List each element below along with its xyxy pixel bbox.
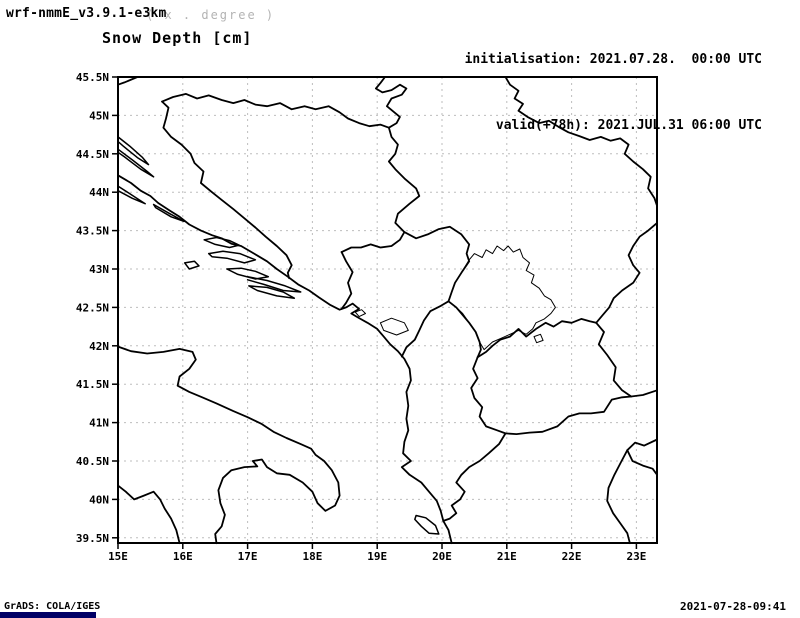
map-feature-greece-aegean-coast-a [626, 438, 658, 476]
map-feature-sava-north-border [161, 93, 390, 129]
map-feature-greece-aegean-coast-b [606, 449, 631, 545]
field-title: Snow Depth [cm] [102, 29, 253, 47]
map-feature-mljet-island [248, 285, 296, 299]
map-feature-macedonia-bulgaria-greece-border [595, 321, 658, 398]
map-feature-serbia-romania-border [504, 76, 658, 207]
map-feature-kornati-island [152, 203, 185, 223]
map-feature-vis-island [183, 260, 200, 270]
y-axis-tick-label: 40.5N [76, 455, 109, 468]
x-axis-tick-label: 17E [238, 550, 258, 563]
map-feature-italy-adriatic-coast [117, 345, 341, 545]
map-feature-albania-greece-border [442, 432, 507, 522]
map-feature-korcula-island [226, 267, 270, 280]
map-feature-corner-coast-nw [117, 76, 139, 86]
map-feature-pag-island-b [117, 148, 155, 178]
map-feature-kosovo-se-loop [533, 333, 544, 344]
map-feature-lake-skadar [379, 317, 409, 336]
grads-credit: GrADS: COLA/IGES [4, 601, 101, 612]
units-note: ( x . degree ) [146, 8, 276, 22]
map-feature-corfu-island [414, 514, 440, 535]
map-feature-montenegro-serbia-border [403, 225, 471, 303]
creation-timestamp: 2021-07-28-09:41 [680, 600, 786, 613]
x-axis-tick-label: 16E [173, 550, 193, 563]
map-feature-peljesac-sliver [246, 275, 302, 293]
map-feature-albania-macedonia-border [470, 356, 507, 435]
map-feature-italy-tyrrhenian-coast [117, 484, 181, 545]
x-axis-tick-label: 18E [302, 550, 322, 563]
valid-time-line: valid(+78h): 2021.JUL.31 06:00 UTC [495, 118, 762, 133]
map-feature-macedonia-greece-border [504, 395, 633, 436]
model-title: wrf-nmmE_v3.9.1-e3km [6, 6, 167, 21]
map-feature-brac-island [203, 236, 240, 249]
y-axis-tick-label: 42.5N [76, 301, 109, 314]
x-axis-tick-label: 15E [108, 550, 128, 563]
y-axis-tick-label: 44.5N [76, 148, 109, 161]
map-feature-macedonia-north-border [476, 317, 598, 359]
map-frame [117, 76, 658, 544]
x-axis-tick-label: 23E [626, 550, 646, 563]
init-time-line: initialisation: 2021.07.28. 00:00 UTC [464, 52, 762, 67]
map-feature-serbia-bulgaria-border [595, 221, 658, 324]
y-axis-tick-label: 40N [89, 493, 109, 506]
x-axis-tick-label: 22E [562, 550, 582, 563]
map-feature-montenegro-albania-border [400, 300, 482, 359]
y-axis-tick-label: 39.5N [76, 532, 109, 545]
y-axis-tick-label: 41N [89, 417, 109, 430]
y-axis-tick-label: 45N [89, 109, 109, 122]
x-axis-tick-label: 20E [432, 550, 452, 563]
map-feature-pag-island-a [117, 136, 150, 166]
y-axis-tick-label: 45.5N [76, 71, 109, 84]
map-feature-zadar-island [117, 185, 146, 205]
bottom-color-bar [0, 612, 96, 618]
y-axis-tick-label: 42N [89, 340, 109, 353]
map-feature-danube-drina-border [340, 76, 421, 254]
map-feature-montenegro-bosnia-border [340, 251, 354, 310]
x-axis-tick-label: 19E [367, 550, 387, 563]
map-feature-bosnia-west-border [161, 100, 293, 280]
x-axis-tick-label: 21E [497, 550, 517, 563]
map-feature-hvar-island [207, 250, 257, 264]
map-feature-croatia-albania-coast [117, 174, 453, 545]
map-feature-kotor-bay [354, 309, 366, 318]
y-axis-tick-label: 41.5N [76, 378, 109, 391]
y-axis-tick-label: 43N [89, 263, 109, 276]
y-axis-tick-label: 43.5N [76, 225, 109, 238]
y-axis-tick-label: 44N [89, 186, 109, 199]
time-block: initialisation: 2021.07.28. 00:00 UTC va… [465, 5, 762, 181]
map-feature-kosovo-outline [448, 245, 556, 351]
